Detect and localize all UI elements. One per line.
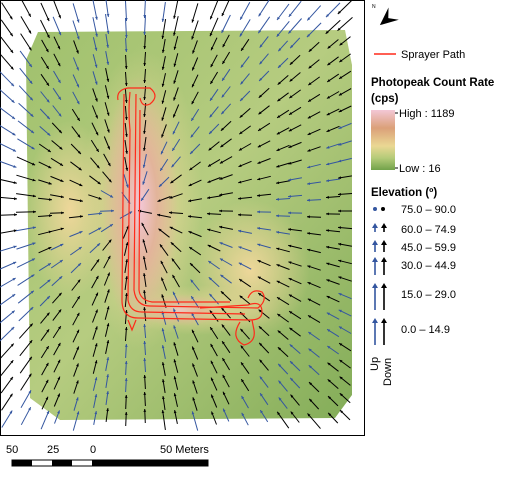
elevation-symbols (372, 207, 387, 345)
elev-up-arrow-5 (372, 283, 378, 310)
elevation-class-1: 75.0 – 90.0 (401, 204, 456, 216)
elevation-class-5: 15.0 – 29.0 (401, 289, 456, 301)
scale-bar: 50 25 0 50 Meters (0, 436, 365, 475)
scale-bar-graphic (12, 460, 208, 466)
elev-down-arrow-2 (381, 223, 387, 232)
elev-down-arrow-4 (381, 257, 387, 275)
count-rate-high-label: High : 1189 (399, 108, 454, 120)
count-rate-low-label: Low : 16 (399, 163, 441, 175)
count-rate-ramp (371, 110, 395, 170)
elevation-down-label: Down (382, 358, 394, 386)
count-rate-title: Photopeak Count Rate (371, 77, 494, 89)
elev-up-arrow-3 (372, 240, 378, 252)
north-arrow-icon: N (372, 4, 399, 31)
elevation-up-label: Up (369, 357, 381, 371)
elevation-class-2: 60.0 – 74.9 (401, 224, 456, 236)
sprayer-path-label: Sprayer Path (401, 49, 465, 61)
elevation-class-3: 45.0 – 59.9 (401, 242, 456, 254)
elev-up-dot (373, 207, 377, 211)
elev-up-arrow-2 (372, 223, 378, 232)
elev-down-arrow-5 (381, 283, 387, 310)
elev-up-arrow-4 (372, 257, 378, 275)
count-rate-unit: (cps) (371, 93, 399, 105)
scale-label-0: 0 (90, 444, 96, 456)
north-arrow-label: N (372, 4, 376, 10)
elev-down-arrow-3 (381, 240, 387, 252)
map-canvas[interactable] (0, 0, 365, 436)
elevation-class-6: 0.0 – 14.9 (401, 324, 450, 336)
elev-up-arrow-6 (372, 318, 378, 345)
elev-down-dot (381, 207, 385, 211)
elevation-title: Elevation (º) (371, 187, 437, 199)
scale-label-25: 25 (47, 444, 59, 456)
scale-label-meters: 50 Meters (160, 444, 209, 456)
elev-down-arrow-6 (381, 318, 387, 345)
map-frame (0, 0, 365, 436)
scale-label-50: 50 (6, 444, 18, 456)
elevation-class-4: 30.0 – 44.9 (401, 260, 456, 272)
map-legend: N Sprayer Path Photopeak Count Rate (cps… (366, 0, 509, 436)
